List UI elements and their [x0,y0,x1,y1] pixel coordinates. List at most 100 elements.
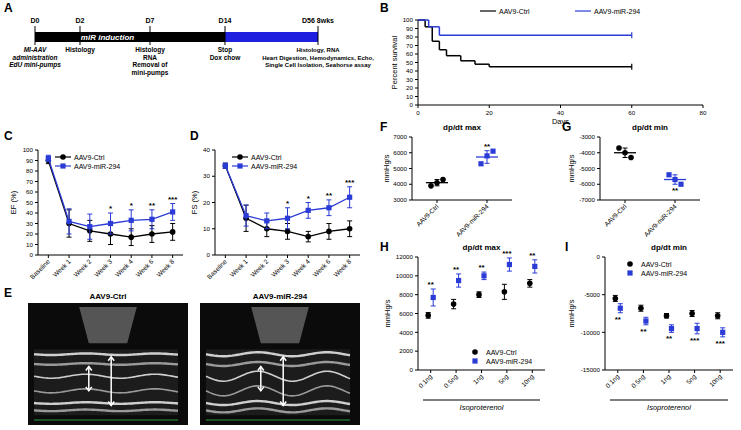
error-bar-cap [435,185,440,186]
x-tick-label: Week 4 [290,257,311,278]
y-tick-label: 30 [406,76,413,83]
y-tick [409,137,412,138]
x-tick-label: Week 6 [311,257,332,278]
y-tick [415,45,418,46]
y-tick [409,168,412,169]
y-tick [602,294,605,295]
y-tick [35,181,38,182]
chart-title: dp/dt max [463,243,501,252]
y-tick [597,152,600,153]
error-bar-cap [326,239,331,240]
timeline-day: D14 [219,17,232,24]
x-tick [172,255,173,258]
legend-marker [627,270,632,275]
x-tick-label: Week 1 [228,257,249,278]
error-bar [306,203,311,219]
error-bar [223,163,228,168]
data-point [108,221,113,226]
significance: ** [326,191,333,200]
legend-marker [60,163,65,168]
y-tick [415,275,418,276]
error-bar [456,274,461,287]
echo-arrow [260,366,262,390]
m-mode-trace [206,371,350,381]
y-tick-label: 60 [406,50,413,57]
error-bar-cap [306,241,311,242]
data-point [695,326,700,331]
error-bar [170,204,175,221]
error-bar-cap [244,226,249,227]
data-point [431,295,436,300]
echo-arrowhead [280,357,286,361]
y-tick [415,257,418,258]
error-bar [67,209,72,234]
y-tick-label: 100 [23,146,34,153]
error-bar-cap [326,223,331,224]
echo-image [28,303,188,425]
error-bar-cap [485,163,490,164]
x-tick-label: Week 2 [249,257,270,278]
significance: ** [666,334,673,343]
ecg-trace [206,420,350,421]
x-tick [308,255,309,258]
error-bar [527,280,532,288]
error-bar [431,289,436,306]
legend-label: AAV9-Ctrl [499,8,530,15]
echo-arrowhead [258,366,264,370]
x-axis-label: Isoproterenol [647,403,691,412]
y-tick [415,71,418,72]
data-point [305,234,311,240]
y-tick [415,351,418,352]
error-bar [623,148,628,157]
data-point [451,301,457,307]
x-tick [617,370,618,373]
significance: *** [690,336,700,345]
error-bar-stem [625,148,626,157]
step-riser [460,56,462,61]
y-tick-label: 0 [207,251,211,258]
ecg-trace [34,420,178,421]
significance: *** [168,195,178,204]
error-bar-stem [246,205,247,231]
timeline-note: Heart Digestion, Hemodynamics, Echo, [262,55,374,61]
survival-step [447,55,461,57]
error-bar [690,310,695,316]
x-tick-label: 10ng [708,372,724,388]
data-point [715,313,721,319]
error-bar [326,200,331,216]
error-bar-cap [129,245,134,246]
x-tick-label: 10ng [520,372,536,388]
data-point [532,264,537,269]
error-bar [502,284,507,299]
plot-area [426,149,498,189]
error-bar [669,325,674,333]
data-point [616,145,622,151]
data-point [347,195,352,200]
y-tick [212,176,215,177]
error-bar [326,224,331,240]
x-tick [437,200,438,203]
error-bar-cap [643,324,648,325]
error-bar [170,224,175,241]
x-tick-label: 0.1ng [417,372,434,389]
y-tick [415,88,418,89]
data-point [618,306,623,311]
error-bar-cap [456,287,461,288]
legend-marker [237,154,243,160]
timeline-day: D7 [146,17,155,24]
m-mode-trace [206,352,350,356]
error-bar-cap [264,228,269,229]
x-tick [720,370,721,373]
data-point [669,326,674,331]
x-tick-label: Week 2 [72,257,93,278]
survival-step [461,60,475,62]
error-bar-cap [149,242,154,243]
echo-sector [251,307,309,343]
error-bar [477,292,482,298]
x-tick-label: AAV9-Ctrl [415,202,440,227]
panel-label: I [565,240,568,254]
error-bar-cap [244,205,249,206]
series-line [48,161,172,238]
survival-step [489,66,632,68]
error-bar [613,295,618,301]
